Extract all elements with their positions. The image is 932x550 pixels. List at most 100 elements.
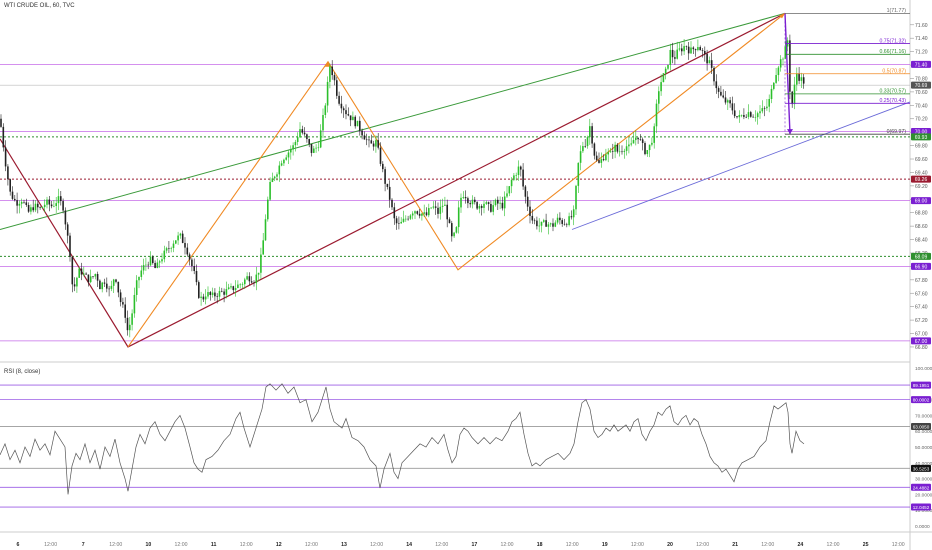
candle-body xyxy=(377,140,379,148)
time-tick-label: 18 xyxy=(537,542,543,548)
rsi-panel: 100.000080.000070.000060.000050.000040.0… xyxy=(0,366,932,530)
candle-body xyxy=(678,48,681,50)
price-tag-box xyxy=(911,127,931,135)
candle-body xyxy=(20,201,23,204)
price-tag-box xyxy=(911,252,931,260)
candle-body xyxy=(9,179,11,192)
candle-body xyxy=(156,262,159,269)
candle-body xyxy=(333,75,336,81)
candle-body xyxy=(331,66,333,76)
candle-body xyxy=(616,144,619,152)
candle-body xyxy=(635,137,637,141)
candle-body xyxy=(384,169,386,184)
candle-body xyxy=(754,117,757,118)
candle-body xyxy=(264,219,267,241)
candle-body xyxy=(278,165,281,175)
candle-body xyxy=(469,203,471,205)
candle-body xyxy=(752,116,754,118)
candle-body xyxy=(234,287,237,291)
candle-body xyxy=(747,112,750,117)
candle-body xyxy=(625,146,628,151)
candle-body xyxy=(96,273,99,281)
candle-body xyxy=(421,213,423,216)
candle-body xyxy=(547,224,550,227)
candle-body xyxy=(766,106,768,109)
candle-body xyxy=(800,77,803,81)
candle-body xyxy=(405,218,407,220)
price-tag-label: 69.26 xyxy=(915,177,928,183)
candle-body xyxy=(671,49,674,58)
time-tick-label: 12:00 xyxy=(305,542,318,548)
candle-body xyxy=(499,202,501,204)
candle-body xyxy=(533,220,536,222)
candle-body xyxy=(329,66,331,82)
candle-body xyxy=(784,46,787,59)
candle-body xyxy=(444,204,446,206)
candle-body xyxy=(188,254,191,260)
price-tick-label: 70.60 xyxy=(915,90,928,96)
candle-body xyxy=(122,302,124,305)
time-tick-label: 12 xyxy=(276,542,282,548)
rsi-tick-label: 70.0000 xyxy=(915,413,932,419)
candle-body xyxy=(179,233,182,236)
candle-body xyxy=(131,313,133,325)
candle-body xyxy=(76,277,78,287)
candle-body xyxy=(41,207,44,209)
candle-body xyxy=(191,259,193,267)
candle-body xyxy=(382,163,384,170)
candle-body xyxy=(545,220,547,227)
candle-body xyxy=(280,163,283,166)
candle-body xyxy=(221,290,223,292)
candle-body xyxy=(701,50,704,52)
time-tick-label: 12:00 xyxy=(892,542,905,548)
time-tick-label: 20 xyxy=(667,542,673,548)
candle-body xyxy=(326,81,329,106)
candle-body xyxy=(16,200,18,206)
rsi-tag-label: 63.0050 xyxy=(913,424,930,429)
candle-body xyxy=(294,141,297,146)
candle-body xyxy=(660,82,662,92)
candle-body xyxy=(250,281,253,283)
time-tick-label: 12:00 xyxy=(566,542,579,548)
candle-body xyxy=(398,223,400,224)
time-tick-label: 12:00 xyxy=(631,542,644,548)
candle-body xyxy=(522,169,524,187)
chart-title: WTI CRUDE OIL, 60, TVC xyxy=(4,3,75,9)
candle-body xyxy=(451,223,453,237)
candle-body xyxy=(230,286,232,288)
candle-body xyxy=(487,202,490,204)
candle-body xyxy=(60,196,62,202)
candle-body xyxy=(664,68,667,74)
rsi-tag-label: 36.5253 xyxy=(913,466,930,471)
rsi-tag-box xyxy=(911,464,931,472)
candle-body xyxy=(623,150,626,152)
candle-body xyxy=(368,139,370,141)
candle-body xyxy=(494,199,497,206)
candle-body xyxy=(23,201,25,203)
candle-body xyxy=(740,115,743,116)
candle-body xyxy=(310,143,313,153)
candle-body xyxy=(497,199,499,204)
candle-body xyxy=(135,280,138,295)
candle-body xyxy=(669,49,672,65)
candle-body xyxy=(639,139,642,140)
price-tick-label: 70.20 xyxy=(915,117,928,123)
candle-body xyxy=(168,248,170,249)
candle-body xyxy=(423,212,425,214)
candle-body xyxy=(64,210,67,225)
candle-body xyxy=(317,147,320,149)
candle-body xyxy=(354,116,356,127)
time-tick-label: 24 xyxy=(798,542,804,548)
candle-body xyxy=(244,279,246,285)
price-tag-label: 69.93 xyxy=(915,135,928,141)
candle-body xyxy=(566,224,568,226)
candle-body xyxy=(425,212,428,216)
candle-body xyxy=(756,113,759,118)
candle-body xyxy=(722,95,724,98)
candle-body xyxy=(69,235,71,257)
candle-body xyxy=(773,82,775,89)
candle-body xyxy=(478,206,481,209)
candle-body xyxy=(538,225,540,227)
